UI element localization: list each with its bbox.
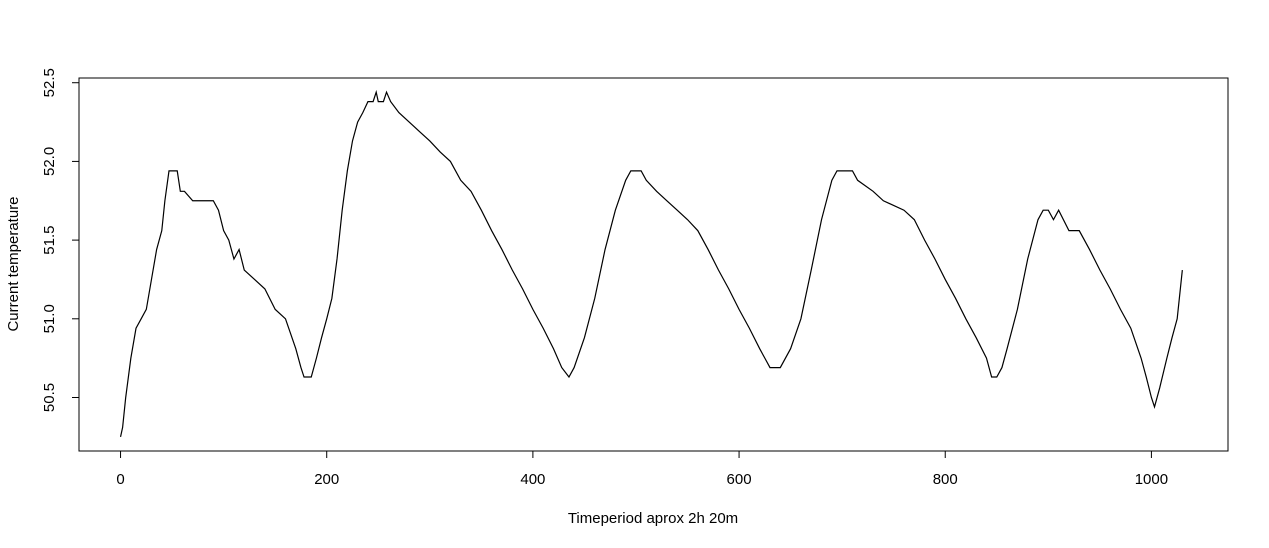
plot-frame <box>78 77 1229 452</box>
y-tick-label: 52.5 <box>41 68 58 97</box>
x-tick-label: 0 <box>116 471 124 488</box>
data-line <box>119 89 1183 437</box>
x-tick-label: 800 <box>933 471 958 488</box>
x-axis-label: Timeperiod aprox 2h 20m <box>568 510 738 527</box>
y-axis-label: Current temperature <box>5 196 22 331</box>
x-tick-label: 200 <box>314 471 339 488</box>
x-tick-label: 600 <box>727 471 752 488</box>
x-tick-label: 1000 <box>1135 471 1168 488</box>
y-tick-label: 50.5 <box>41 383 58 412</box>
y-tick-label: 51.5 <box>41 226 58 255</box>
x-tick-label: 400 <box>520 471 545 488</box>
y-tick-label: 52.0 <box>41 147 58 176</box>
y-tick-label: 51.0 <box>41 304 58 333</box>
